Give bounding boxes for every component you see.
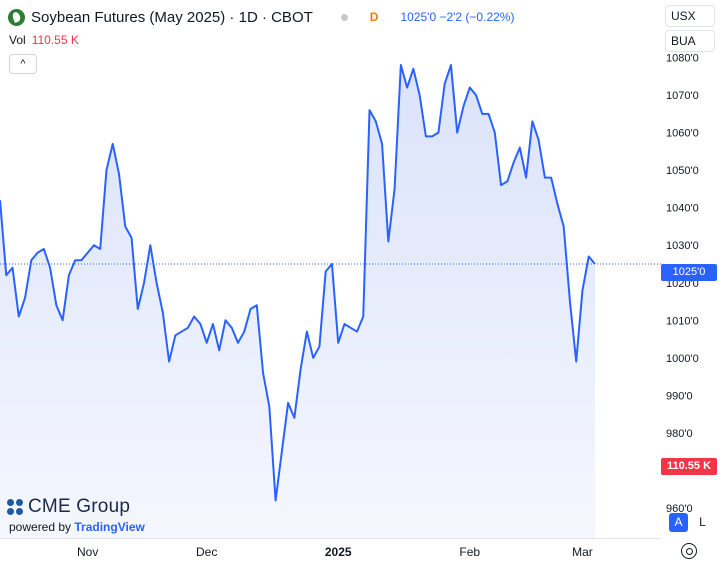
tradingview-brand: TradingView <box>74 520 145 534</box>
symbol-title[interactable]: Soybean Futures (May 2025) · 1D · CBOT <box>31 8 313 26</box>
time-tick-label: Nov <box>77 545 98 559</box>
auto-scale-button[interactable]: A <box>669 513 688 532</box>
price-tick-label: 960'0 <box>666 503 693 515</box>
cme-logo-text: CME Group <box>28 496 131 517</box>
price-tick-label: 1050'0 <box>666 165 699 177</box>
delayed-data-badge[interactable]: D <box>369 10 379 24</box>
price-tick-label: 990'0 <box>666 390 693 402</box>
price-tick-label: 1000'0 <box>666 353 699 365</box>
volume-label: Vol <box>9 33 26 47</box>
chevron-up-icon: ^ <box>20 58 26 70</box>
cme-group-logo: CME Group <box>7 496 130 518</box>
price-axis[interactable]: 1080'01070'01060'01050'01040'01030'01020… <box>666 53 699 515</box>
powered-by-tradingview-link[interactable]: powered by TradingView <box>9 520 145 534</box>
time-tick-label: Dec <box>196 545 217 559</box>
price-area-fill <box>0 65 595 538</box>
price-change-readout: 1025'0 −2'2 (−0.22%) <box>400 10 515 24</box>
price-tick-label: 1080'0 <box>666 53 699 65</box>
time-tick-label: Feb <box>459 545 480 559</box>
price-tick-label: 980'0 <box>666 428 693 440</box>
unit-selector[interactable]: BUA <box>665 30 715 52</box>
price-tick-label: 1040'0 <box>666 203 699 215</box>
symbol-legend: Soybean Futures (May 2025) · 1D · CBOT D… <box>8 7 514 27</box>
time-axis[interactable]: Nov Dec 2025 Feb Mar <box>77 545 593 559</box>
time-tick-label: 2025 <box>325 545 352 559</box>
settings-gear-icon[interactable] <box>681 543 697 559</box>
price-tick-label: 1070'0 <box>666 90 699 102</box>
volume-legend: Vol 110.55 K <box>9 33 79 47</box>
powered-by-text: powered by <box>9 520 75 534</box>
cme-globe-icon <box>7 498 24 516</box>
price-tick-label: 1010'0 <box>666 315 699 327</box>
market-status-dot-icon <box>340 13 348 21</box>
soybean-logo-icon <box>8 8 25 26</box>
volume-value: 110.55 K <box>31 33 79 47</box>
time-tick-label: Mar <box>572 545 593 559</box>
price-tick-label: 1060'0 <box>666 128 699 140</box>
last-price-tag: 1025'0 <box>661 264 717 281</box>
collapse-legend-button[interactable]: ^ <box>9 54 37 74</box>
price-line <box>0 64 596 502</box>
currency-selector[interactable]: USX <box>665 5 715 27</box>
volume-value-tag: 110.55 K <box>661 458 717 475</box>
log-scale-button[interactable]: L <box>693 513 712 532</box>
price-tick-label: 1030'0 <box>666 240 699 252</box>
